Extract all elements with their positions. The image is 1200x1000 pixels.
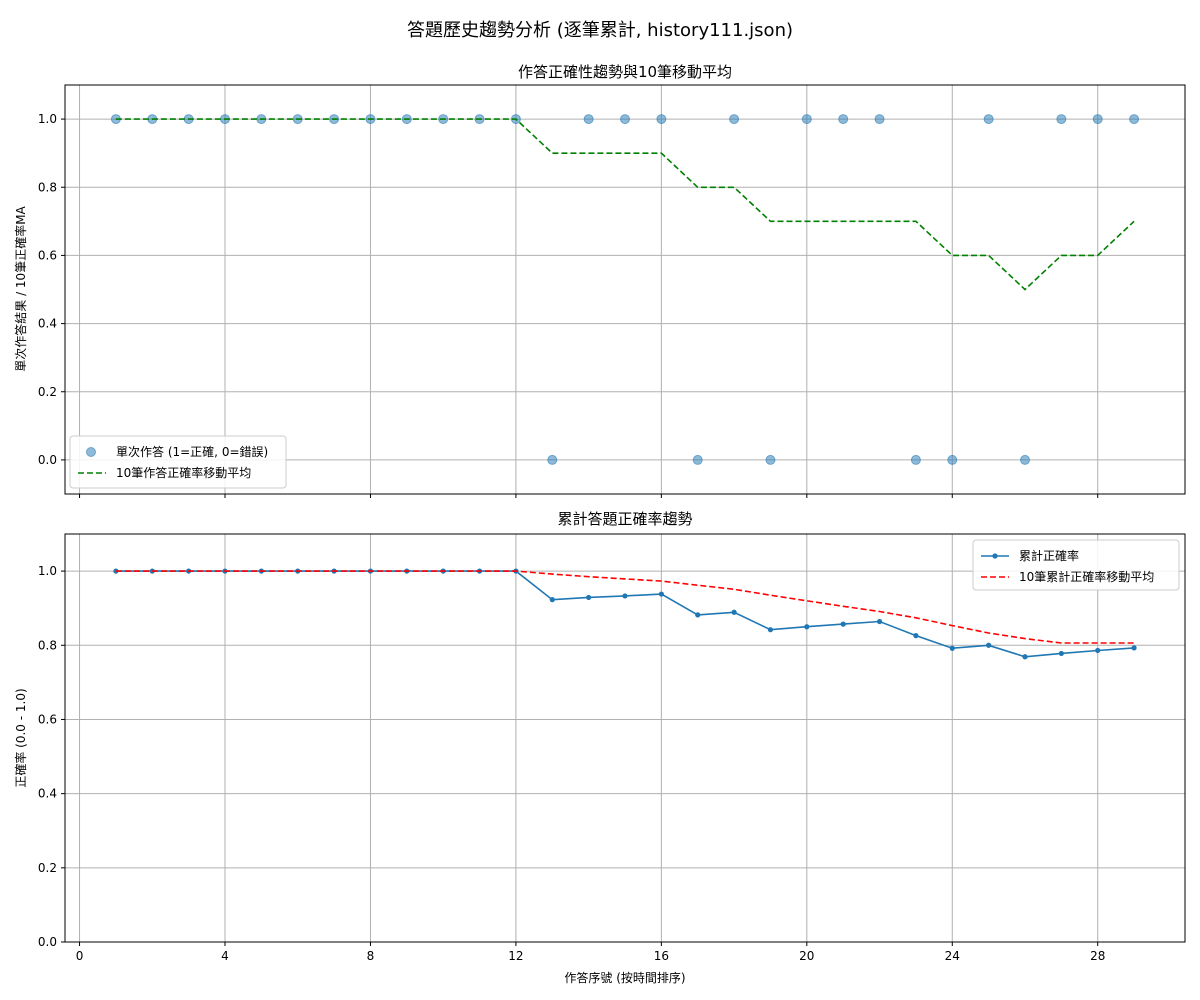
chart-1-marker bbox=[586, 594, 592, 601]
chart-1-marker bbox=[913, 633, 919, 639]
chart-1-ytick-label: 0.4 bbox=[38, 787, 57, 801]
chart-0-point bbox=[874, 114, 885, 125]
chart-1-marker bbox=[767, 627, 774, 633]
chart-0-legend-marker bbox=[86, 447, 96, 457]
chart-1-legend-label: 10筆累計正確率移動平均 bbox=[1019, 569, 1154, 584]
chart-1-marker bbox=[986, 642, 992, 648]
chart-1-marker bbox=[622, 593, 628, 599]
chart-0-ytick-label: 0.0 bbox=[38, 453, 57, 467]
chart-0-point bbox=[1056, 114, 1067, 125]
chart-1-ytick-label: 0.0 bbox=[38, 935, 57, 949]
chart-1-marker bbox=[695, 612, 701, 618]
chart-1-xtick-label: 20 bbox=[799, 949, 814, 963]
chart-0-legend-box bbox=[69, 435, 287, 489]
chart-0-point bbox=[1129, 114, 1140, 125]
chart-0-title: 作答正確性趨勢與10筆移動平均 bbox=[518, 63, 732, 81]
chart-1-marker bbox=[804, 624, 810, 630]
chart-0-legend-label: 10筆作答正確率移動平均 bbox=[116, 465, 251, 480]
chart-0-series-line bbox=[115, 118, 1135, 291]
chart-0-point bbox=[983, 114, 994, 125]
chart-1-legend: 累計正確率 10筆累計正確率移動平均 bbox=[972, 539, 1180, 591]
chart-1-legend-box bbox=[972, 539, 1180, 591]
chart-1-marker bbox=[949, 645, 955, 651]
chart-0-ytick-label: 0.4 bbox=[38, 317, 57, 331]
chart-1-title: 累計答題正確率趨勢 bbox=[557, 510, 692, 528]
chart-0-point bbox=[1092, 114, 1103, 125]
chart-0-point bbox=[1020, 454, 1030, 465]
chart-0-point bbox=[692, 454, 703, 465]
chart-1-marker bbox=[876, 618, 883, 625]
chart-0-point bbox=[765, 454, 776, 465]
chart-1-xtick-label: 8 bbox=[367, 949, 375, 963]
chart-0-point bbox=[547, 454, 558, 465]
chart-1-xtick-label: 12 bbox=[508, 949, 523, 963]
chart-1-ytick-label: 1.0 bbox=[38, 564, 57, 578]
chart-1-legend-marker bbox=[992, 553, 998, 559]
chart-1-marker bbox=[549, 597, 555, 603]
chart-1-marker bbox=[731, 609, 737, 615]
chart-1-xtick-label: 28 bbox=[1090, 949, 1105, 963]
chart-1-marker bbox=[1058, 650, 1064, 657]
chart-0-ytick-label: 0.6 bbox=[38, 248, 57, 262]
chart-1-frame bbox=[64, 533, 1186, 943]
chart-1-ytick-label: 0.8 bbox=[38, 638, 57, 652]
chart-1-xtick-label: 0 bbox=[76, 949, 84, 963]
chart-0-legend-label: 單次作答 (1=正確, 0=錯誤) bbox=[116, 444, 268, 459]
chart-0-point bbox=[947, 454, 958, 465]
chart-0-point bbox=[620, 114, 630, 125]
chart-1-ytick-label: 0.2 bbox=[38, 861, 57, 875]
chart-0-point bbox=[656, 114, 667, 125]
chart-1-ytick-label: 0.6 bbox=[38, 712, 57, 726]
chart-0-ytick-label: 0.8 bbox=[38, 180, 57, 194]
chart-0-point bbox=[583, 114, 594, 125]
chart-1-marker bbox=[1095, 647, 1101, 654]
chart-1-legend-label: 累計正確率 bbox=[1019, 548, 1079, 563]
chart-0-frame bbox=[64, 84, 1186, 495]
chart-0-point bbox=[910, 454, 921, 465]
chart-0-point bbox=[729, 114, 740, 125]
chart-1-xtick-label: 16 bbox=[654, 949, 669, 963]
chart-1-series-line bbox=[115, 570, 1135, 644]
chart-1-marker bbox=[1022, 654, 1028, 660]
chart-0-ytick-label: 0.2 bbox=[38, 385, 57, 399]
chart-1-ylabel: 正確率 (0.0 - 1.0) bbox=[13, 688, 28, 787]
chart-cumulative-accuracy: 累計答題正確率趨勢 正確率 (0.0 - 1.0) 作答序號 (按時間排序) 0… bbox=[13, 510, 1186, 985]
chart-0-point bbox=[801, 114, 812, 125]
chart-1-marker bbox=[840, 621, 846, 627]
chart-1-xlabel: 作答序號 (按時間排序) bbox=[564, 970, 685, 985]
chart-0-ylabel: 單次作答結果 / 10筆正確率MA bbox=[13, 205, 28, 371]
chart-1-marker bbox=[658, 591, 664, 597]
chart-1-marker bbox=[1131, 645, 1137, 651]
figure-suptitle: 答題歷史趨勢分析 (逐筆累計, history111.json) bbox=[407, 20, 793, 41]
chart-0-ytick-label: 1.0 bbox=[38, 112, 57, 126]
chart-1-xtick-label: 24 bbox=[945, 949, 960, 963]
chart-0-legend: 單次作答 (1=正確, 0=錯誤) 10筆作答正確率移動平均 bbox=[69, 435, 287, 489]
chart-correctness-trend: 作答正確性趨勢與10筆移動平均 單次作答結果 / 10筆正確率MA 0.0 0.2… bbox=[13, 63, 1186, 498]
chart-1-xtick-label: 4 bbox=[221, 949, 229, 963]
chart-0-point bbox=[838, 114, 849, 125]
